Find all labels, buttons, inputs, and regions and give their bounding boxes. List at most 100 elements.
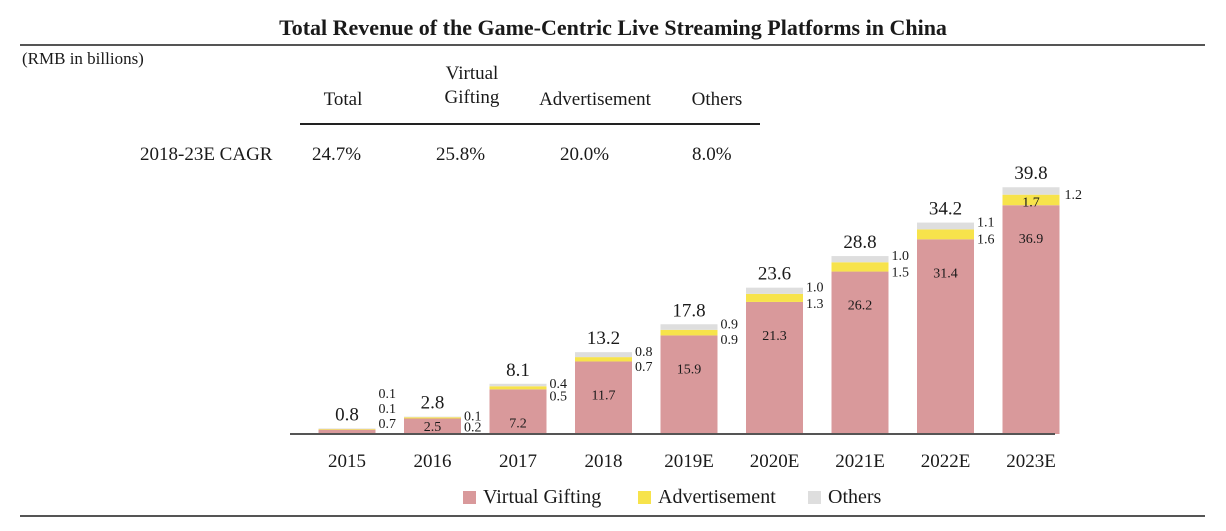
total-label-2015: 0.8 [335, 404, 359, 425]
total-label-2016: 2.8 [421, 393, 445, 414]
bar-advertisement-2015 [318, 429, 376, 430]
unit-label: (RMB in billions) [22, 49, 144, 68]
data-label-virtual-gifting-2023e: 36.9 [1019, 232, 1044, 247]
cagr-header-rule [300, 123, 760, 125]
x-tick-label-2022e: 2022E [921, 451, 971, 472]
total-label-2020e: 23.6 [758, 264, 791, 285]
data-label-advertisement-2019e: 0.9 [721, 333, 739, 348]
legend-item-others: Others [808, 486, 881, 509]
bar-virtual-gifting-2016 [404, 418, 461, 434]
bar-advertisement-2022e [917, 229, 974, 240]
cagr-header-total-text: Total [323, 89, 363, 110]
x-tick-label-2021e: 2021E [835, 451, 885, 472]
cagr-value-virtual-gifting: 25.8% [436, 144, 486, 165]
data-label-others-2016: 0.1 [464, 410, 482, 425]
data-label-others-2018: 0.8 [635, 345, 653, 360]
bar-others-2016 [404, 416, 461, 418]
bar-virtual-gifting-2020e [746, 301, 803, 434]
bar-others-2020e [746, 287, 803, 294]
data-label-virtual-gifting-2018: 11.7 [592, 388, 616, 403]
total-label-2019e: 17.8 [672, 300, 705, 321]
bar-advertisement-2017 [489, 386, 547, 390]
data-label-others-2017: 0.4 [550, 377, 568, 392]
cagr-row-label: 2018-23E CAGR [140, 144, 273, 165]
data-label-others-2022e: 1.1 [977, 216, 995, 231]
cagr-value-advertisement: 20.0% [560, 144, 610, 165]
legend-swatch-advertisement [638, 491, 651, 504]
legend-swatch-others [808, 491, 821, 504]
bar-virtual-gifting-2015 [318, 429, 376, 434]
bar-advertisement-2019e [660, 329, 718, 336]
data-label-advertisement-2023e: 1.7 [1022, 196, 1040, 211]
data-label-others-2020e: 1.0 [806, 281, 824, 296]
data-label-virtual-gifting-2022e: 31.4 [933, 266, 958, 281]
x-tick-label-2016: 2016 [414, 451, 452, 472]
bar-virtual-gifting-2021e [831, 271, 889, 434]
data-label-advertisement-2015: 0.1 [379, 402, 397, 417]
x-tick-label-2017: 2017 [499, 451, 537, 472]
legend-label-advertisement: Advertisement [658, 486, 776, 508]
bottom-rule [20, 515, 1205, 517]
total-label-2022e: 34.2 [929, 199, 962, 220]
bar-others-2015 [318, 428, 376, 430]
x-tick-label-2020e: 2020E [750, 451, 800, 472]
bar-advertisement-2018 [575, 357, 632, 362]
data-label-virtual-gifting-2020e: 21.3 [762, 329, 787, 344]
bar-others-2023e [1002, 187, 1060, 195]
bar-others-2021e [831, 256, 889, 263]
bar-others-2019e [660, 324, 718, 330]
legend-swatch-virtual-gifting [463, 491, 476, 504]
bar-others-2017 [489, 383, 547, 387]
bar-advertisement-2023e [1002, 194, 1060, 206]
data-label-advertisement-2017: 0.5 [550, 389, 568, 404]
bar-virtual-gifting-2018 [575, 361, 632, 434]
cagr-header-others-text: Others [691, 89, 743, 110]
cagr-header-advertisement: Advertisement [522, 88, 668, 112]
bar-advertisement-2021e [831, 262, 889, 272]
bar-others-2022e [917, 222, 974, 230]
data-label-others-2019e: 0.9 [721, 317, 739, 332]
cagr-header-others: Others [680, 88, 754, 112]
x-tick-label-2018: 2018 [585, 451, 623, 472]
total-label-2021e: 28.8 [843, 232, 876, 253]
bar-advertisement-2020e [746, 293, 803, 302]
x-tick-label-2023e: 2023E [1006, 451, 1056, 472]
data-label-others-2023e: 1.2 [1065, 188, 1083, 203]
data-label-others-2015: 0.1 [379, 387, 397, 402]
legend-label-others: Others [828, 486, 882, 508]
data-label-virtual-gifting-side-2015: 0.7 [379, 417, 397, 432]
cagr-header-virtual-gifting: Virtual Gifting [422, 62, 522, 110]
data-label-advertisement-2016: 0.2 [464, 420, 482, 435]
data-label-advertisement-2018: 0.7 [635, 360, 653, 375]
cagr-header-virtual-gifting-text: Virtual Gifting [444, 63, 500, 108]
bar-virtual-gifting-2023e [1002, 205, 1060, 434]
chart-title: Total Revenue of the Game-Centric Live S… [279, 15, 947, 40]
legend-item-advertisement: Advertisement [638, 486, 776, 509]
bar-advertisement-2016 [404, 417, 461, 419]
bar-others-2018 [575, 352, 632, 358]
cagr-header-advertisement-text: Advertisement [539, 89, 651, 110]
bar-virtual-gifting-2017 [489, 389, 547, 434]
data-label-others-2021e: 1.0 [892, 249, 910, 264]
data-label-virtual-gifting-2017: 7.2 [509, 416, 527, 431]
data-label-virtual-gifting-2021e: 26.2 [848, 299, 873, 314]
cagr-value-others: 8.0% [692, 144, 732, 165]
total-label-2017: 8.1 [506, 360, 530, 381]
legend-label-virtual-gifting: Virtual Gifting [483, 486, 602, 508]
x-tick-label-2015: 2015 [328, 451, 366, 472]
data-label-virtual-gifting-2016: 2.5 [424, 420, 442, 435]
bar-virtual-gifting-2019e [660, 335, 718, 434]
legend-item-virtual-gifting: Virtual Gifting [463, 486, 601, 509]
cagr-value-total: 24.7% [312, 144, 362, 165]
bar-virtual-gifting-2022e [917, 239, 974, 434]
x-tick-label-2019e: 2019E [664, 451, 714, 472]
total-label-2023e: 39.8 [1014, 163, 1047, 184]
data-label-advertisement-2020e: 1.3 [806, 297, 824, 312]
cagr-header-total: Total [308, 88, 378, 112]
data-label-advertisement-2022e: 1.6 [977, 232, 995, 247]
total-label-2018: 13.2 [587, 328, 620, 349]
data-label-advertisement-2021e: 1.5 [892, 265, 910, 280]
top-rule [20, 44, 1205, 46]
data-label-virtual-gifting-2019e: 15.9 [677, 362, 702, 377]
